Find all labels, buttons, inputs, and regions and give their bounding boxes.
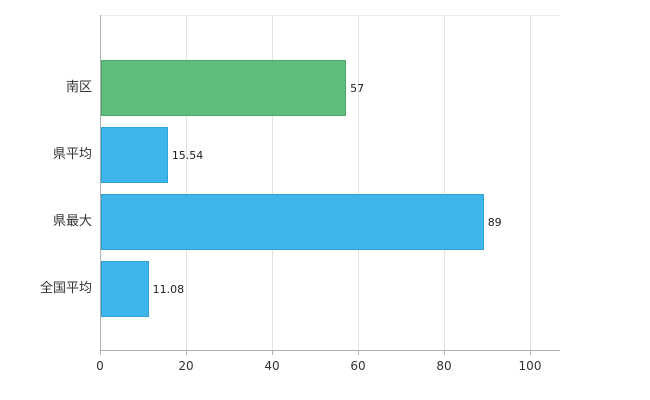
x-axis-tick-label: 20: [178, 359, 194, 373]
vertical-gridline: [272, 15, 273, 350]
bar-1: [101, 59, 347, 116]
plot-top-border: [100, 15, 560, 16]
x-axis-tick-mark: [530, 350, 531, 355]
x-axis-tick-label: 0: [96, 359, 104, 373]
bar-2: [101, 126, 168, 183]
x-axis-tick-label: 100: [518, 359, 542, 373]
x-axis-tick-mark: [444, 350, 445, 355]
bar-3: [101, 193, 484, 250]
x-axis-tick-mark: [186, 350, 187, 355]
category-label: 全国平均: [39, 280, 92, 296]
x-axis-tick-mark: [272, 350, 273, 355]
value-label: 11.08: [152, 282, 185, 296]
value-label: 89: [487, 215, 502, 229]
value-label: 57: [350, 81, 365, 95]
x-axis-tick-mark: [100, 350, 101, 355]
x-axis-tick-label: 60: [350, 359, 366, 373]
vertical-gridline: [358, 15, 359, 350]
category-label: 県最大: [52, 213, 92, 229]
x-axis-tick-label: 40: [264, 359, 280, 373]
vertical-gridline: [186, 15, 187, 350]
value-label: 15.54: [171, 148, 204, 162]
category-label: 県平均: [52, 146, 92, 162]
category-label: 南区: [65, 79, 92, 95]
vertical-gridline: [530, 15, 531, 350]
vertical-gridline: [444, 15, 445, 350]
y-axis-line: [100, 15, 101, 350]
x-axis-tick-label: 80: [436, 359, 452, 373]
bar-4: [101, 260, 149, 317]
x-axis-line: [100, 350, 560, 351]
x-axis-tick-mark: [358, 350, 359, 355]
